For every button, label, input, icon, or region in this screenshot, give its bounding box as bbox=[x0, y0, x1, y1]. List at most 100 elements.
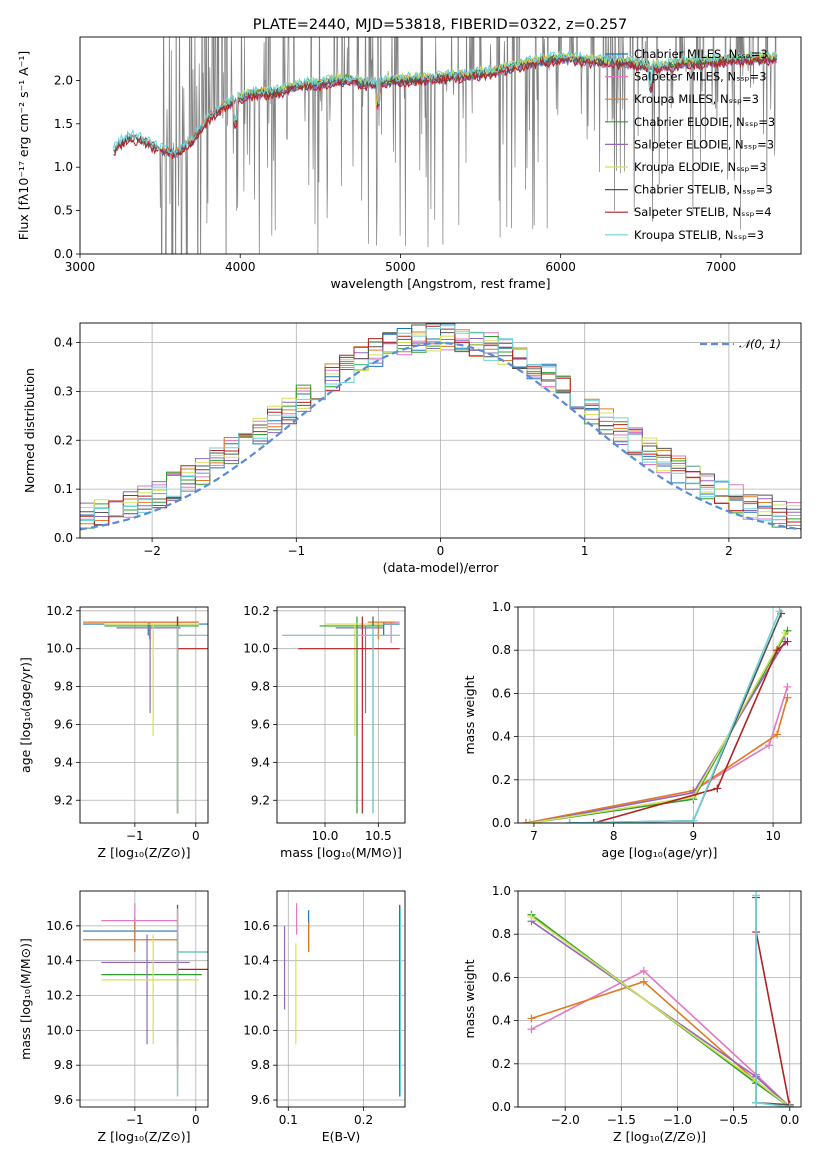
x-tick-label: 6000 bbox=[545, 260, 576, 274]
y-axis-label: mass [log₁₀(M/M⊙)] bbox=[18, 938, 33, 1060]
axes-frame bbox=[79, 606, 209, 824]
legend-entry: Chabrier STELIB, Nₛₛₚ=3 bbox=[634, 183, 773, 197]
weight-marker bbox=[783, 693, 792, 702]
x-axis-label: mass [log₁₀(M/M⊙)] bbox=[280, 845, 402, 860]
weight-line bbox=[755, 931, 791, 1107]
x-tick-label: −1 bbox=[126, 1113, 144, 1127]
weight-marker bbox=[527, 912, 536, 921]
y-tick-label: 0.0 bbox=[54, 247, 73, 261]
legend-entry: Kroupa MILES, Nₛₛₚ=3 bbox=[634, 92, 759, 106]
weight-marker bbox=[639, 977, 648, 986]
weight-marker bbox=[775, 607, 784, 616]
x-tick-label: 3000 bbox=[65, 260, 96, 274]
y-tick-label: 0.0 bbox=[54, 531, 73, 545]
weight-marker bbox=[785, 1103, 794, 1107]
weight-marker bbox=[765, 741, 774, 750]
y-axis-label: Flux [fλ10⁻¹⁷ erg cm⁻² s⁻¹ A⁻¹] bbox=[16, 51, 31, 240]
y-tick-label: 10.0 bbox=[46, 642, 73, 656]
x-tick-label: −1 bbox=[126, 829, 144, 843]
mass-vs-EBV-panel: 0.1 0.2 9.6 9.8 10.0 10.2 10.4 10.6 E(B-V) bbox=[243, 890, 406, 1144]
weight-marker bbox=[781, 628, 790, 637]
x-tick-label: 4000 bbox=[225, 260, 256, 274]
weight-lines bbox=[521, 607, 792, 823]
legend-entry: 𝒩(0, 1) bbox=[739, 337, 781, 351]
y-tick-label: 10.2 bbox=[243, 604, 270, 618]
x-tick-label: 0 bbox=[192, 1113, 200, 1127]
weight-marker bbox=[773, 730, 782, 739]
y-tick-label: 0.6 bbox=[492, 970, 511, 984]
x-tick-label: 5000 bbox=[385, 260, 416, 274]
weight-marker bbox=[521, 819, 530, 823]
y-axis-label: mass weight bbox=[462, 675, 477, 754]
x-tick-label: 0.0 bbox=[780, 1113, 799, 1127]
x-axis-label: Z [log₁₀(Z/Z⊙)] bbox=[98, 1129, 191, 1144]
histograms bbox=[80, 323, 801, 531]
y-tick-label: 0.0 bbox=[492, 1100, 511, 1114]
y-tick-label: 10.2 bbox=[243, 989, 270, 1003]
y-tick-label: 10.0 bbox=[243, 642, 270, 656]
y-axis-label: mass weight bbox=[462, 959, 477, 1038]
y-tick-label: 1.5 bbox=[54, 117, 73, 131]
y-tick-label: 0.3 bbox=[54, 384, 73, 398]
y-tick-label: 9.2 bbox=[251, 793, 270, 807]
y-tick-label: 10.2 bbox=[46, 989, 73, 1003]
x-tick-label: 0 bbox=[437, 544, 445, 558]
y-tick-label: 0.0 bbox=[492, 816, 511, 830]
weight-marker bbox=[527, 1025, 536, 1034]
legend-entry: Salpeter STELIB, Nₛₛₚ=4 bbox=[634, 205, 772, 219]
massweight-vs-age-panel: 7 8 9 10 0.0 0.2 0.4 0.6 0.8 1.0 age [log₁₀(age/yr… bbox=[462, 600, 802, 860]
errorbars bbox=[83, 903, 208, 1097]
x-tick-label: 0.1 bbox=[279, 1113, 298, 1127]
histogram-step bbox=[80, 325, 801, 522]
weight-marker bbox=[783, 682, 792, 691]
weight-line bbox=[755, 897, 790, 1106]
age-vs-Z-panel: −1 0 9.2 9.4 9.6 9.8 10.0 10.2 Z [log₁₀(Z/Z⊙)] ag… bbox=[18, 604, 209, 860]
legend-entry: Salpeter MILES, Nₛₛₚ=3 bbox=[634, 70, 767, 84]
errorbars bbox=[282, 616, 400, 814]
y-tick-label: 0.8 bbox=[492, 927, 511, 941]
weight-marker bbox=[527, 1014, 536, 1023]
weight-line bbox=[529, 630, 789, 823]
model-line bbox=[113, 50, 777, 156]
y-tick-label: 9.8 bbox=[251, 680, 270, 694]
x-tick-label: −2 bbox=[143, 544, 161, 558]
axes-frame bbox=[276, 890, 406, 1108]
x-tick-label: −1.0 bbox=[663, 1113, 692, 1127]
x-tick-label: 10.0 bbox=[312, 829, 339, 843]
errorbars bbox=[83, 616, 208, 814]
y-tick-label: 1.0 bbox=[492, 600, 511, 614]
x-tick-label: 1 bbox=[581, 544, 589, 558]
axes-frame bbox=[517, 890, 802, 1108]
weight-line bbox=[525, 697, 789, 823]
legend-entry: Chabrier MILES, Nₛₛₚ=3 bbox=[634, 47, 768, 61]
weight-marker bbox=[639, 966, 648, 975]
y-tick-label: 9.8 bbox=[54, 1058, 73, 1072]
y-tick-label: 0.5 bbox=[54, 204, 73, 218]
y-tick-label: 9.8 bbox=[54, 680, 73, 694]
residuals-panel: −2 −1 0 1 2 0.0 0.1 0.2 0.3 0.4 (data-model)/error… bbox=[22, 322, 802, 575]
y-tick-label: 0.8 bbox=[492, 643, 511, 657]
weight-marker bbox=[783, 637, 792, 646]
y-axis-label: Normed distribution bbox=[22, 368, 37, 493]
x-tick-label: 8 bbox=[610, 829, 618, 843]
x-tick-label: 2 bbox=[725, 544, 733, 558]
y-tick-label: 9.6 bbox=[251, 717, 270, 731]
y-tick-label: 0.2 bbox=[492, 1057, 511, 1071]
weight-line bbox=[531, 980, 791, 1107]
data-spectrum bbox=[113, 37, 778, 254]
x-tick-label: 10 bbox=[765, 829, 780, 843]
weight-marker bbox=[565, 819, 574, 823]
legend-entry: Kroupa STELIB, Nₛₛₚ=3 bbox=[634, 228, 764, 242]
weight-lines bbox=[527, 891, 794, 1107]
weight-marker bbox=[589, 819, 598, 823]
massweight-vs-Z-panel: −2.0 −1.5 −1.0 −0.5 0.0 0.0 0.2 0.4 0.6 0.8 1.0 Z [… bbox=[462, 884, 802, 1144]
weight-line bbox=[569, 613, 782, 823]
y-tick-label: 9.6 bbox=[54, 1093, 73, 1107]
y-tick-label: 10.2 bbox=[46, 604, 73, 618]
x-tick-label: −1 bbox=[287, 544, 305, 558]
spectrum-panel: 3000 4000 5000 6000 7000 0.0 0.5 1.0 1.5 2.0 wavel… bbox=[16, 36, 802, 291]
figure-title: PLATE=2440, MJD=53818, FIBERID=0322, z=0… bbox=[253, 17, 627, 33]
mass-vs-Z-panel: −1 0 9.6 9.8 10.0 10.2 10.4 10.6 Z [log₁₀(Z/Z⊙)]… bbox=[18, 890, 209, 1144]
x-tick-label: −2.0 bbox=[551, 1113, 580, 1127]
age-vs-mass-panel: 10.0 10.5 9.2 9.4 9.6 9.8 10.0 10.2 mass [log₁₀(… bbox=[243, 604, 406, 860]
